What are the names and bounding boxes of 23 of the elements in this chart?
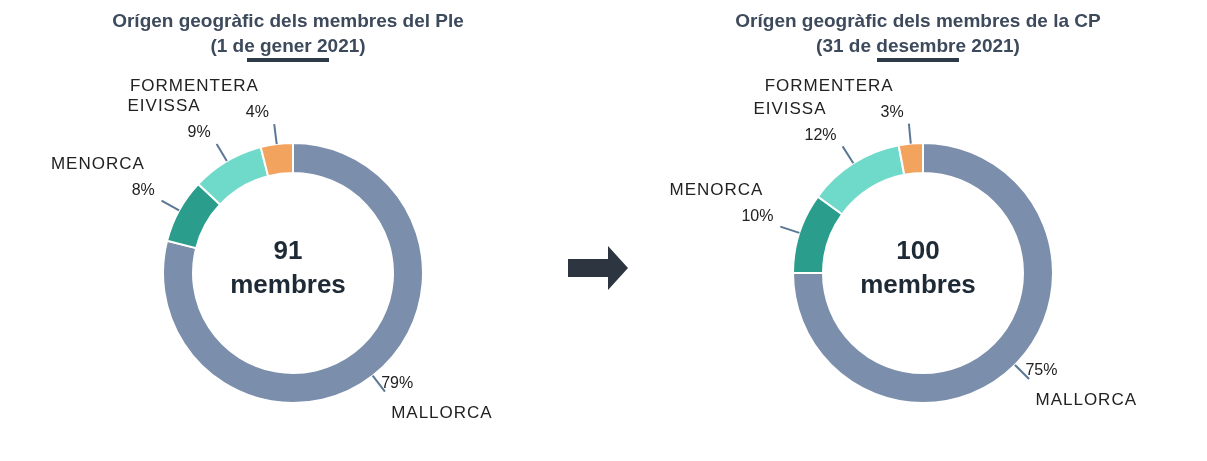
slice-label: FORMENTERA bbox=[764, 75, 894, 95]
slice-label: MALLORCA bbox=[391, 403, 493, 423]
chart-subtitle: (1 de gener 2021) bbox=[209, 34, 367, 58]
text: 100 membres bbox=[859, 234, 977, 301]
data-label: 75% bbox=[1025, 361, 1058, 379]
donut-slice bbox=[162, 142, 424, 404]
data-label: 8% bbox=[131, 180, 155, 198]
data-label: 4% bbox=[245, 103, 269, 121]
data-label: 10% bbox=[741, 207, 774, 225]
slice-label: MENORCA bbox=[669, 180, 764, 200]
chart-title: Orígen geogràfic dels membres de la CP bbox=[734, 9, 1102, 33]
data-label: 3% bbox=[880, 102, 904, 120]
slice-label: FORMENTERA bbox=[129, 76, 259, 96]
data-label: 12% bbox=[804, 125, 837, 143]
slice-label: MALLORCA bbox=[1035, 390, 1138, 410]
slice-label: EIVISSA bbox=[127, 96, 201, 116]
data-label: 9% bbox=[187, 123, 211, 141]
chart-title: Orígen geogràfic dels membres del Ple bbox=[111, 9, 465, 33]
data-label: 79% bbox=[381, 374, 414, 392]
slice-label: EIVISSA bbox=[753, 98, 827, 118]
chart-subtitle: (31 de desembre 2021) bbox=[815, 34, 1021, 58]
slice-label: MENORCA bbox=[50, 153, 145, 173]
text: 91 membres bbox=[229, 234, 347, 301]
